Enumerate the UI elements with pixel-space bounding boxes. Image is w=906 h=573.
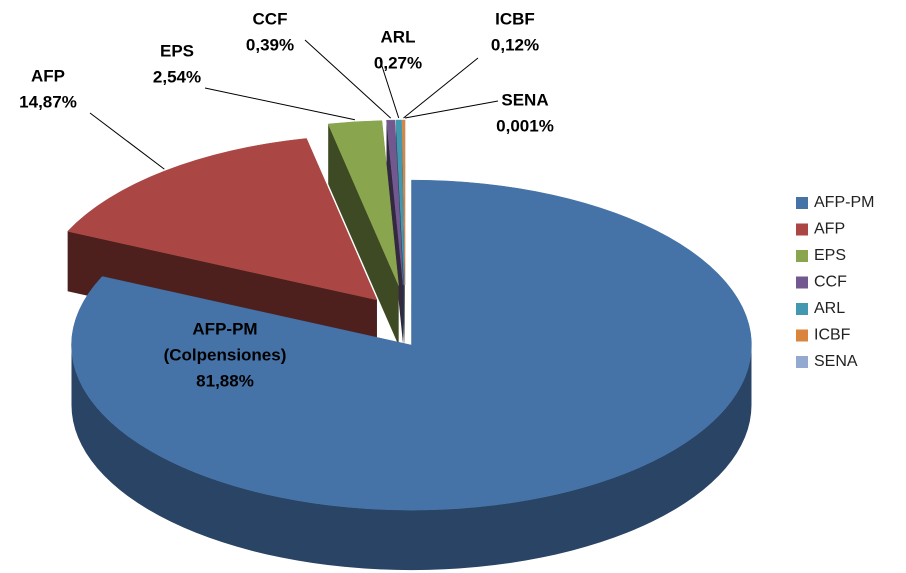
legend-swatch [796,276,808,289]
slice [71,179,752,511]
slice [386,119,404,286]
legend-swatch [796,250,808,262]
data-label-name: ARL [381,27,416,46]
legend-swatch [796,356,808,368]
data-label: 0,001% [496,116,554,135]
data-label-name: CCF [253,9,288,28]
legend-label: AFP-PM [814,194,874,211]
legend-label: AFP [814,221,845,238]
data-label-name: AFP-PM [192,319,257,338]
leader-line [404,100,499,119]
data-label-name: (Colpensiones) [164,345,287,364]
data-label-name: EPS [160,41,194,60]
leader-line [379,59,400,119]
slice-wall [386,120,404,346]
slice-side [71,345,752,571]
leader-line [403,57,479,119]
data-label: 0,39% [246,35,294,54]
legend-swatch [796,197,808,209]
data-label: 81,88% [196,371,254,390]
leader-line [304,39,392,119]
legend-swatch [796,329,808,342]
legend-label: ARL [814,300,845,317]
legend-label: ICBF [814,327,851,344]
slice [327,120,399,286]
leader-line [204,87,356,121]
data-label-name: SENA [501,90,548,109]
data-label-name: AFP [31,66,65,85]
data-label: 0,12% [491,35,539,54]
slice [395,119,405,286]
legend-swatch [796,223,808,236]
legend-label: EPS [814,247,846,264]
data-label-name: ICBF [495,9,535,28]
legend-label: SENA [814,353,858,370]
leader-line [89,112,165,170]
data-label: 14,87% [19,92,77,111]
legend-swatch [796,303,808,315]
data-label: 0,27% [374,53,422,72]
slice [401,119,406,286]
slice-wall [328,123,399,346]
legend-label: CCF [814,274,847,291]
data-label: 2,54% [153,67,201,86]
slice [67,138,378,301]
